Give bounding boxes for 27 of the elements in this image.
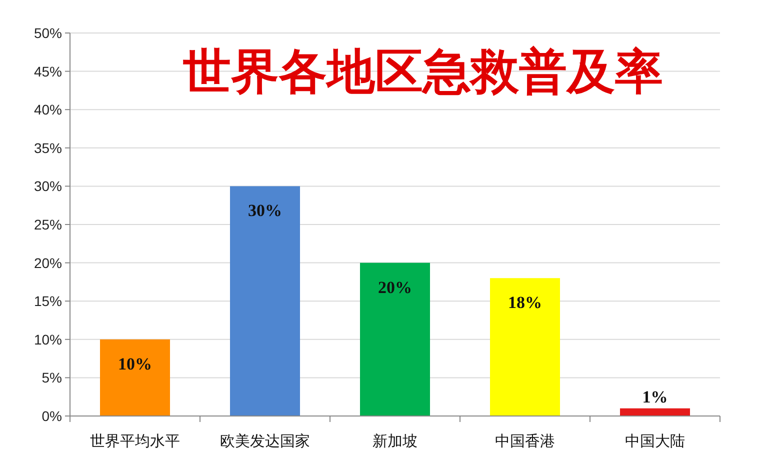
y-tick-label: 50% xyxy=(34,25,62,41)
y-tick-label: 10% xyxy=(34,331,62,348)
y-tick-label: 0% xyxy=(42,408,62,424)
bar xyxy=(100,339,170,416)
y-tick-label: 15% xyxy=(34,293,62,310)
y-tick-label: 30% xyxy=(34,178,62,194)
data-label: 1% xyxy=(642,387,668,406)
bar xyxy=(360,262,430,416)
x-tick-label: 世界平均水平 xyxy=(90,432,180,450)
data-label: 20% xyxy=(378,278,412,297)
y-tick-label: 40% xyxy=(34,102,62,118)
x-tick-label: 中国香港 xyxy=(495,432,555,450)
y-tick-label: 5% xyxy=(42,370,62,386)
y-tick-label: 20% xyxy=(34,254,62,271)
chart-title: 世界各地区急救普及率 xyxy=(182,44,663,100)
y-tick-label: 35% xyxy=(34,140,62,156)
data-label: 30% xyxy=(248,201,282,220)
y-tick-label: 25% xyxy=(34,216,62,232)
data-label: 18% xyxy=(508,293,542,312)
x-tick-label: 中国大陆 xyxy=(625,432,685,450)
bar xyxy=(490,278,560,416)
y-tick-label: 45% xyxy=(34,63,62,80)
x-tick-label: 新加坡 xyxy=(372,432,418,450)
bar xyxy=(620,408,690,416)
data-label: 10% xyxy=(118,354,152,374)
bar xyxy=(230,186,300,416)
x-tick-label: 欧美发达国家 xyxy=(220,432,310,450)
